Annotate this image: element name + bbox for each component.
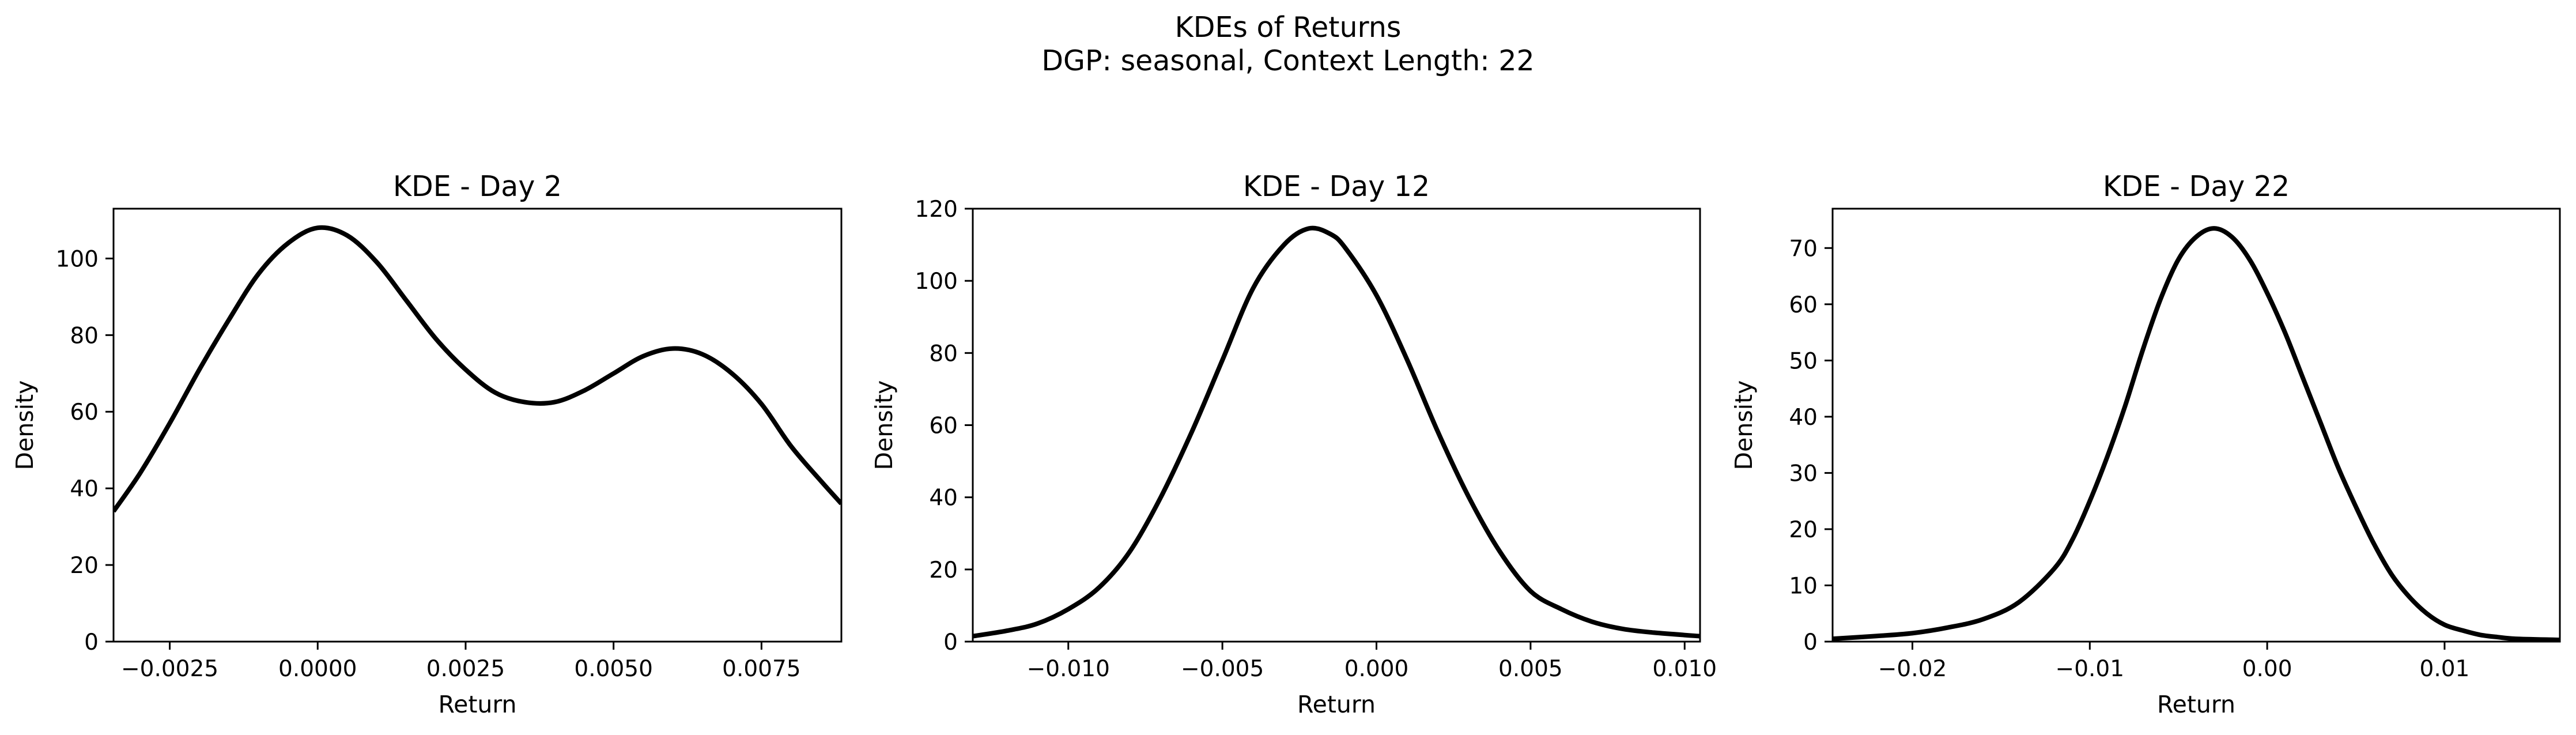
x-tick-label: 0.0075 [722,656,800,682]
y-axis-label: Density [11,380,39,470]
y-tick-label: 120 [915,197,958,223]
y-tick-label: 80 [70,323,99,349]
y-tick-label: 0 [1803,630,1818,655]
y-tick-label: 40 [1789,405,1818,431]
x-tick-label: −0.01 [2056,656,2125,682]
y-tick-label: 30 [1789,461,1818,487]
x-axis-label: Return [1297,691,1376,718]
panel-title: KDE - Day 2 [393,170,562,203]
kde-panel-day-2: −0.0025 0.0000 0.0025 0.0050 0.0075 0 20 40 60 80… [11,170,843,718]
x-tick-label: 0.010 [1652,656,1717,682]
panel-title: KDE - Day 12 [1243,170,1430,203]
kde-density-line [114,225,841,513]
x-tick-label: 0.01 [2420,656,2470,682]
y-tick-label: 60 [1789,292,1818,318]
x-tick-label: −0.0025 [121,656,218,682]
kde-panel-day-22: −0.02 −0.01 0.00 0.01 0 10 20 30 40 50 60 70 KDE - D… [1730,170,2561,718]
x-tick-label: 0.005 [1498,656,1563,682]
kde-panel-day-12: −0.010 −0.005 0.000 0.005 0.010 0 20 40 60 80 100 1… [870,170,1717,718]
y-tick-label: 0 [84,630,99,655]
panel-title: KDE - Day 22 [2103,170,2290,203]
y-tick-label: 100 [915,269,958,295]
y-tick-label: 50 [1789,348,1818,374]
y-tick-label: 80 [929,341,958,367]
kde-density-line [1833,226,2560,642]
x-tick-label: 0.00 [2242,656,2292,682]
axes-frame [112,208,843,643]
y-tick-label: 20 [70,553,99,579]
x-tick-label: 0.000 [1344,656,1409,682]
x-tick-label: −0.010 [1027,656,1110,682]
x-tick-label: 0.0025 [426,656,505,682]
x-axis-label: Return [2157,691,2235,718]
figure-title-line-2: DGP: seasonal, Context Length: 22 [1041,44,1534,77]
x-tick-label: −0.005 [1181,656,1264,682]
x-axis-label: Return [438,691,516,718]
x-tick-label: 0.0050 [574,656,652,682]
y-tick-label: 70 [1789,236,1818,262]
axes-frame [1831,208,2561,643]
y-tick-label: 100 [56,246,99,272]
y-tick-label: 60 [929,413,958,439]
y-tick-label: 40 [929,485,958,511]
y-tick-label: 0 [943,630,958,655]
y-axis-label: Density [870,380,898,470]
y-tick-label: 40 [70,476,99,502]
x-tick-label: 0.0000 [278,656,357,682]
y-tick-label: 20 [929,557,958,583]
y-tick-label: 60 [70,399,99,425]
y-tick-label: 10 [1789,573,1818,599]
y-axis-label: Density [1730,380,1758,470]
x-tick-label: −0.02 [1878,656,1947,682]
y-tick-label: 20 [1789,517,1818,543]
kde-density-line [973,225,1700,639]
figure-title-line-1: KDEs of Returns [1175,11,1402,44]
